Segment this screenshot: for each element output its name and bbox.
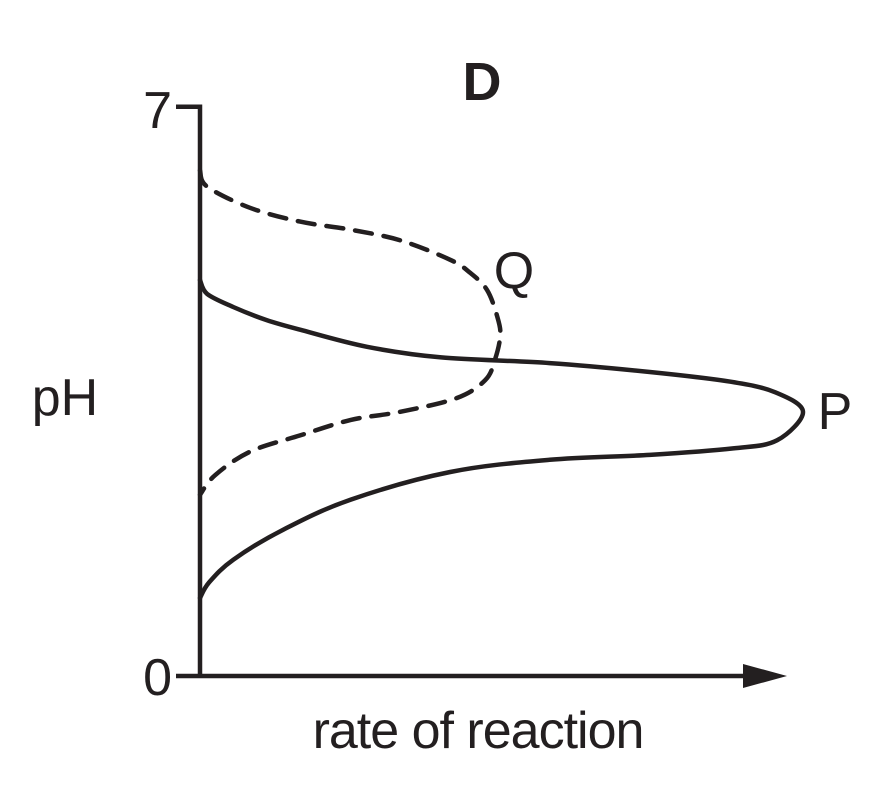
curve-p-label: P xyxy=(818,383,853,441)
y-axis-label: pH xyxy=(32,369,98,427)
y-tick-label-0: 0 xyxy=(143,649,172,707)
x-axis-label: rate of reaction xyxy=(313,702,644,760)
curve-q-dashed xyxy=(197,168,503,497)
curve-q-label: Q xyxy=(494,242,534,300)
x-axis-arrowhead xyxy=(743,664,787,688)
y-tick-label-7: 7 xyxy=(143,82,172,140)
curve-p-solid xyxy=(197,277,806,601)
chart-title: D xyxy=(463,52,502,112)
